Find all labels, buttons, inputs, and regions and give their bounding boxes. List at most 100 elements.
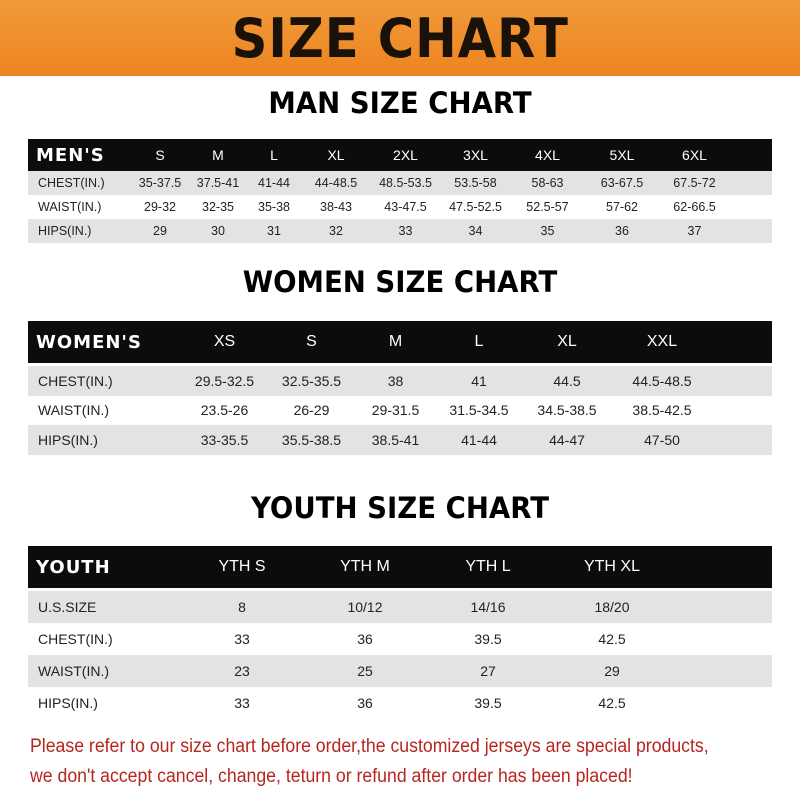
- table-cell: 39.5: [474, 631, 502, 647]
- table-cell: 41-44: [258, 176, 290, 190]
- table-cell: 27: [480, 663, 496, 679]
- table-cell: 44-48.5: [314, 176, 358, 190]
- row-label: HIPS(IN.): [38, 695, 98, 711]
- row-label: WOMEN'S: [36, 331, 142, 353]
- table-cell: 42.5: [598, 631, 626, 647]
- table-cell: 38-43: [320, 200, 352, 214]
- table-cell: S: [155, 147, 165, 163]
- table-cell: YTH XL: [583, 558, 640, 575]
- row-label: WAIST(IN.): [38, 402, 110, 419]
- row-label: HIPS(IN.): [38, 431, 98, 448]
- men-size-table: MEN'S S M L XL 2XL 3XL 4XL 5XL 6XL CHEST(IN.) 35-37…: [28, 139, 772, 243]
- row-label: CHEST(IN.): [38, 372, 113, 389]
- note-line-2: we don't accept cancel, change, teturn o…: [30, 766, 633, 787]
- row-label: WAIST(IN.): [38, 663, 110, 679]
- table-row: CHEST(IN.) 35-37.5 37.5-41 41-44 44-48.5 48.5…: [28, 171, 772, 195]
- table-cell: 29-32: [144, 200, 176, 214]
- table-cell: 31: [267, 224, 281, 238]
- table-cell: 25: [357, 663, 373, 679]
- table-cell: 31.5-34.5: [449, 402, 509, 419]
- table-cell: YTH L: [465, 558, 511, 575]
- table-cell: 47.5-52.5: [449, 200, 502, 214]
- table-row: HIPS(IN.) 33 36 39.5 42.5: [28, 687, 772, 719]
- table-cell: 32-35: [202, 200, 234, 214]
- row-label: WAIST(IN.): [38, 200, 102, 214]
- table-cell: 44.5: [553, 372, 581, 389]
- table-cell: 42.5: [598, 695, 626, 711]
- table-cell: L: [474, 333, 484, 350]
- table-cell: 23: [234, 663, 250, 679]
- youth-size-table: YOUTH YTH S YTH M YTH L YTH XL U.S.SIZE 8 10/12…: [28, 546, 772, 719]
- row-label: CHEST(IN.): [38, 176, 105, 190]
- table-cell: 38.5-41: [371, 431, 420, 448]
- table-cell: 35: [540, 224, 555, 238]
- table-cell: 33-35.5: [200, 431, 249, 448]
- table-row: CHEST(IN.) 29.5-32.5 32.5-35.5 38 41 44.5 44.5…: [28, 366, 772, 396]
- row-label: CHEST(IN.): [38, 631, 113, 647]
- table-cell: 52.5-57: [526, 200, 569, 214]
- women-title: WOMEN SIZE CHART: [242, 265, 558, 299]
- table-cell: S: [306, 333, 317, 350]
- table-cell: 30: [211, 224, 225, 238]
- table-cell: 34: [468, 224, 483, 238]
- table-cell: 33: [398, 224, 413, 238]
- table-cell: L: [270, 147, 278, 163]
- table-row: WAIST(IN.) 23.5-26 26-29 29-31.5 31.5-34.5 34…: [28, 395, 772, 425]
- table-row: WAIST(IN.) 23 25 27 29: [28, 655, 772, 687]
- table-cell: 35-38: [258, 200, 290, 214]
- table-cell: 35-37.5: [138, 176, 182, 190]
- note-line-1: Please refer to our size chart before or…: [30, 736, 709, 757]
- table-cell: 67.5-72: [673, 176, 716, 190]
- table-cell: YTH M: [340, 558, 390, 575]
- table-cell: 44.5-48.5: [632, 372, 692, 389]
- table-cell: M: [388, 333, 403, 350]
- table-cell: XXL: [646, 333, 678, 350]
- table-cell: 36: [357, 695, 373, 711]
- table-cell: 3XL: [463, 147, 488, 163]
- table-cell: 36: [615, 224, 629, 238]
- table-cell: 41-44: [461, 431, 497, 448]
- table-cell: 47-50: [644, 431, 680, 448]
- table-cell: 32: [329, 224, 343, 238]
- table-cell: 41: [471, 372, 487, 389]
- table-cell: 53.5-58: [454, 176, 497, 190]
- table-row: CHEST(IN.) 33 36 39.5 42.5: [28, 623, 772, 655]
- table-cell: 35.5-38.5: [281, 431, 342, 448]
- row-label: HIPS(IN.): [38, 224, 92, 238]
- table-row: HIPS(IN.) 29 30 31 32 33 34 35 36 37: [28, 219, 772, 243]
- table-cell: 29: [153, 224, 167, 238]
- table-cell: 48.5-53.5: [379, 176, 432, 190]
- table-cell: 63-67.5: [600, 176, 644, 190]
- table-cell: 18/20: [594, 599, 630, 615]
- table-cell: 26-29: [293, 402, 330, 419]
- table-row: U.S.SIZE 8 10/12 14/16 18/20: [28, 591, 772, 623]
- men-title: MAN SIZE CHART: [268, 86, 532, 120]
- table-cell: XS: [213, 333, 236, 350]
- table-cell: 43-47.5: [384, 200, 427, 214]
- table-cell: 29.5-32.5: [194, 372, 255, 389]
- table-cell: 39.5: [474, 695, 502, 711]
- header-row: YOUTH YTH S YTH M YTH L YTH XL: [28, 546, 772, 588]
- table-cell: 5XL: [609, 147, 635, 163]
- table-cell: 44-47: [549, 431, 585, 448]
- row-label: U.S.SIZE: [38, 599, 97, 615]
- table-cell: 10/12: [347, 599, 383, 615]
- table-cell: 57-62: [606, 200, 638, 214]
- table-cell: 33: [234, 695, 250, 711]
- table-cell: 38: [387, 372, 404, 389]
- table-cell: 2XL: [393, 147, 418, 163]
- table-cell: 33: [234, 631, 250, 647]
- table-row: HIPS(IN.) 33-35.5 35.5-38.5 38.5-41 41-44 44-…: [28, 425, 772, 455]
- table-cell: 36: [357, 631, 373, 647]
- table-cell: 34.5-38.5: [537, 402, 597, 419]
- table-cell: 37: [687, 224, 702, 238]
- banner: SIZE CHART: [0, 0, 800, 76]
- table-cell: 38.5-42.5: [632, 402, 692, 419]
- banner-title: SIZE CHART: [231, 6, 569, 70]
- row-label: YOUTH: [36, 556, 111, 578]
- table-cell: 58-63: [531, 176, 564, 190]
- table-cell: 8: [238, 599, 246, 615]
- table-cell: 62-66.5: [673, 200, 716, 214]
- row-label: MEN'S: [36, 144, 105, 166]
- table-row: WAIST(IN.) 29-32 32-35 35-38 38-43 43-47.5 47.…: [28, 195, 772, 219]
